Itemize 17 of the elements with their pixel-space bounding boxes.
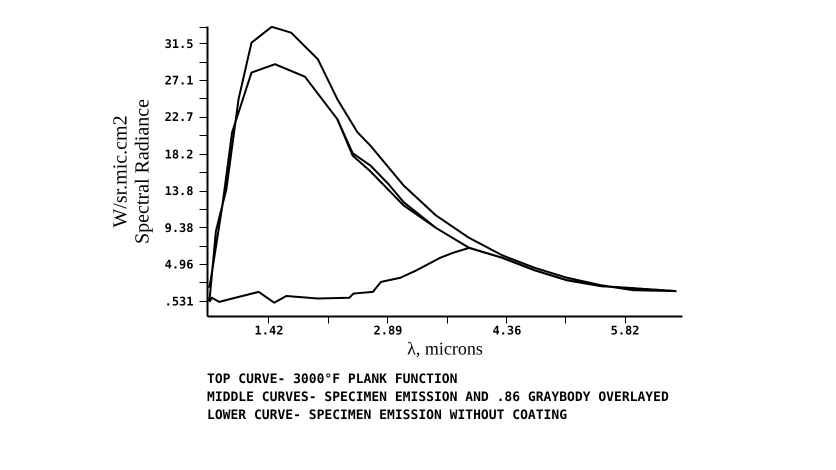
x-axis-title: λ, microns: [407, 338, 483, 358]
text: TOP CURVE- 3000°F PLANK FUNCTION: [207, 372, 458, 387]
y-tick-label: 22.7: [164, 110, 194, 124]
x-tick-label: 2.89: [374, 324, 402, 338]
x-tick-label: 5.82: [610, 324, 640, 338]
x-tick-label: 4.36: [492, 324, 522, 338]
y-tick-label: 31.5: [164, 36, 194, 51]
text: MIDDLE CURVES- SPECIMEN EMISSION AND .86 GRAYBODY OVERLAYED: [207, 390, 669, 405]
y-tick-label: 4.96: [164, 257, 194, 272]
text: LOWER CURVE- SPECIMEN EMISSION WITHOUT COATING: [207, 408, 568, 423]
y-tick-label: 13.8: [164, 184, 194, 198]
x-tick-label: 1.42: [254, 324, 284, 338]
y-tick-label: 9.38: [164, 220, 194, 235]
y-tick-label: .531: [164, 294, 194, 308]
y-tick-label: 27.1: [164, 74, 194, 88]
y-axis-title: W/sr.mic.cm2 Spectral Radiance: [110, 98, 154, 244]
y-tick-label: 18.2: [164, 147, 194, 162]
